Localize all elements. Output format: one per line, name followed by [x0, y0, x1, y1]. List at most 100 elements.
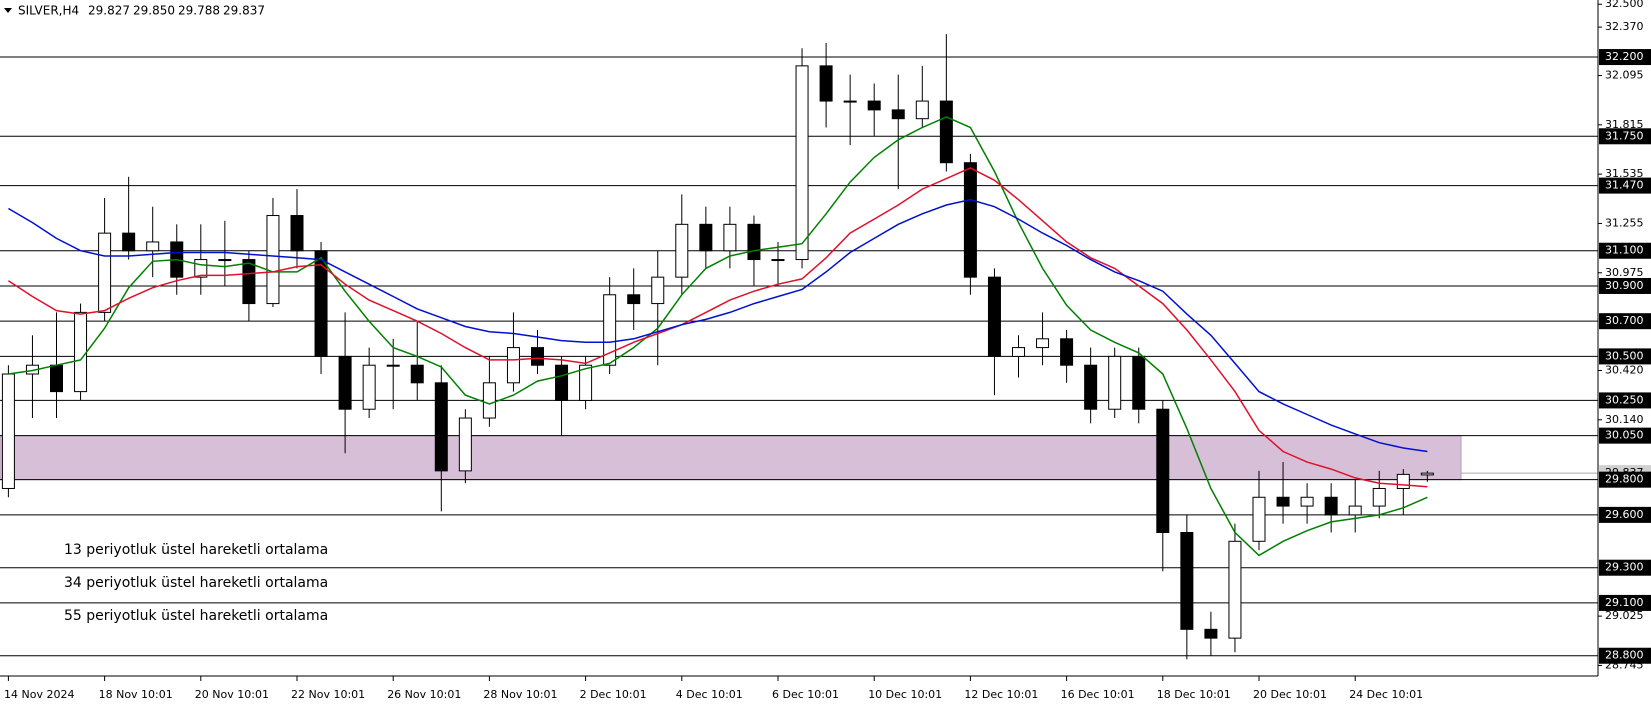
- x-tick-label: 28 Nov 10:01: [483, 688, 557, 701]
- candle-body: [1084, 364, 1098, 410]
- candle-body: [290, 215, 304, 252]
- x-tick-label: 4 Dec 10:01: [676, 688, 743, 701]
- candle-body: [651, 276, 665, 305]
- level-tag: [1599, 242, 1651, 259]
- quote-open: 29.827: [88, 4, 130, 18]
- candle-body: [1036, 338, 1050, 349]
- level-label: 31.750: [1605, 129, 1644, 142]
- candle-body: [242, 259, 256, 305]
- candle-body: [434, 382, 448, 472]
- candle-body: [122, 232, 136, 252]
- level-tag: [1599, 49, 1651, 66]
- candle-body: [1060, 338, 1074, 366]
- x-tick-label: 18 Nov 10:01: [99, 688, 173, 701]
- level-tag: [1599, 313, 1651, 330]
- candle-body: [314, 250, 328, 357]
- x-tick-label: 20 Dec 10:01: [1253, 688, 1327, 701]
- candle-body: [74, 311, 88, 393]
- level-tag: [1599, 647, 1651, 664]
- y-tick-label: 29.025: [1605, 609, 1644, 622]
- level-tag: [1599, 471, 1651, 488]
- zone: [0, 435, 1462, 481]
- quote-high: 29.850: [133, 4, 175, 18]
- x-tick-label: 18 Dec 10:01: [1157, 688, 1231, 701]
- candle-body: [819, 65, 833, 102]
- quote-close: 29.837: [223, 4, 265, 18]
- level-tag: [1599, 427, 1651, 444]
- candle-body: [915, 100, 929, 120]
- level-label: 29.800: [1605, 473, 1644, 486]
- candle-body: [1300, 496, 1314, 507]
- candle-body: [579, 364, 593, 401]
- x-tick-label: 14 Nov 2024: [4, 688, 74, 701]
- legend-entry: 13 periyotluk üstel hareketli ortalama: [64, 542, 328, 558]
- candle-body: [963, 162, 977, 278]
- candle-body: [1132, 355, 1146, 410]
- level-label: 32.200: [1605, 50, 1644, 63]
- level-tag: [1599, 128, 1651, 145]
- ema-line: [8, 198, 1428, 453]
- y-tick-label: 31.815: [1605, 118, 1644, 131]
- candle-body: [531, 347, 544, 366]
- level-label: 29.600: [1605, 508, 1644, 521]
- candle-body: [1012, 347, 1025, 357]
- level-tag: [1599, 392, 1651, 409]
- level-label: 29.100: [1605, 596, 1644, 609]
- candle-body: [482, 382, 496, 419]
- candle-body: [1252, 496, 1266, 542]
- level-label: 31.100: [1605, 244, 1644, 257]
- x-tick-label: 20 Nov 10:01: [195, 688, 269, 701]
- x-tick-label: 24 Dec 10:01: [1349, 688, 1423, 701]
- candle-body: [506, 347, 520, 384]
- x-tick-label: 22 Nov 10:01: [291, 688, 365, 701]
- candle-body: [362, 364, 376, 410]
- level-tag: [1599, 559, 1651, 576]
- x-tick-label: 16 Dec 10:01: [1061, 688, 1135, 701]
- candle-body: [1156, 408, 1170, 533]
- level-tag: [1599, 506, 1651, 523]
- y-tick-label: 32.370: [1605, 20, 1644, 33]
- quote-low: 29.788: [178, 4, 220, 18]
- level-label: 28.800: [1605, 649, 1644, 662]
- y-tick-label: 32.095: [1605, 69, 1644, 82]
- candle-body: [771, 259, 785, 262]
- candle-body: [939, 100, 953, 164]
- candle-body: [1324, 496, 1338, 516]
- candle-body: [867, 100, 881, 111]
- level-tag: [1599, 177, 1651, 194]
- level-label: 29.300: [1605, 561, 1644, 574]
- level-label: 31.470: [1605, 179, 1644, 192]
- candle-body: [1180, 531, 1194, 630]
- level-label: 30.700: [1605, 314, 1644, 327]
- candle-body: [410, 364, 424, 384]
- level-tag: [1599, 277, 1651, 294]
- candle-body: [386, 364, 400, 367]
- y-tick-label: 32.500: [1605, 0, 1644, 10]
- y-tick-label: 31.535: [1605, 167, 1644, 180]
- level-label: 30.900: [1605, 279, 1644, 292]
- candle-body: [1420, 472, 1434, 476]
- ema-line: [8, 116, 1428, 557]
- level-tag: [1599, 348, 1651, 365]
- candle-body: [146, 241, 160, 252]
- candle-body: [194, 259, 208, 278]
- candle-body: [1276, 496, 1290, 507]
- level-label: 30.500: [1605, 349, 1644, 362]
- candle-body: [218, 259, 232, 262]
- level-tag: [1599, 594, 1651, 611]
- candle-body: [675, 223, 689, 278]
- candle-body: [1396, 473, 1410, 489]
- candle-body: [723, 223, 737, 252]
- level-label: 30.250: [1605, 393, 1644, 406]
- y-tick-label: 30.140: [1605, 413, 1644, 426]
- candle-body: [987, 276, 1001, 357]
- x-tick-label: 26 Nov 10:01: [387, 688, 461, 701]
- symbol: SILVER,H4: [18, 4, 79, 18]
- candle-body: [843, 100, 857, 103]
- y-tick-label: 31.255: [1605, 216, 1644, 229]
- x-tick-label: 12 Dec 10:01: [964, 688, 1038, 701]
- candle-body: [555, 364, 569, 401]
- y-tick-label: 30.420: [1605, 363, 1644, 376]
